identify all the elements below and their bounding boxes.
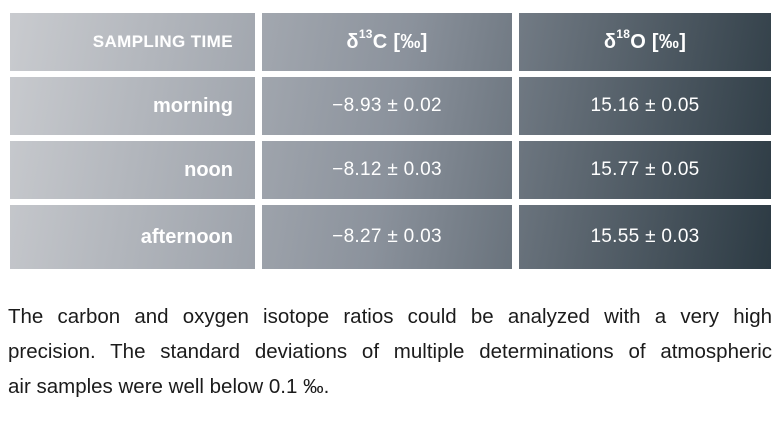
caption-line: The carbon and oxygen isotope ratios cou… bbox=[8, 305, 772, 328]
caption-paragraph: The carbon and oxygen isotope ratios cou… bbox=[8, 299, 772, 404]
d13c-header-label: δ13C [‰] bbox=[346, 27, 428, 53]
d18o-value: 15.55 ± 0.03 bbox=[590, 226, 700, 247]
header-cell-d13c: δ13C [‰] bbox=[261, 13, 519, 77]
table-row-morning-d18o-cell: 15.16 ± 0.05 bbox=[519, 77, 771, 141]
caption-line: precision. The standard deviations of mu… bbox=[8, 340, 772, 363]
table-row-noon-d13c-cell: −8.12 ± 0.03 bbox=[261, 141, 519, 205]
header-cell-d18o: δ18O [‰] bbox=[519, 13, 771, 77]
d18o-value: 15.16 ± 0.05 bbox=[590, 95, 700, 116]
d13c-value: −8.27 ± 0.03 bbox=[332, 226, 442, 247]
row-label: noon bbox=[184, 158, 233, 181]
table-row-afternoon-label-cell: afternoon bbox=[10, 205, 262, 269]
table-row-morning-label-cell: morning bbox=[10, 77, 262, 141]
d18o-header-label: δ18O [‰] bbox=[603, 27, 687, 53]
d18o-value: 15.77 ± 0.05 bbox=[590, 159, 700, 180]
table-row-afternoon-d13c-cell: −8.27 ± 0.03 bbox=[262, 205, 519, 269]
table-row-noon-d18o-cell: 15.77 ± 0.05 bbox=[519, 141, 771, 205]
caption-line: air samples were well below 0.1 ‰. bbox=[8, 375, 330, 398]
header-cell-sampling-time: SAMPLING TIME bbox=[10, 13, 262, 77]
table-row-afternoon-d18o-cell: 15.55 ± 0.03 bbox=[519, 205, 771, 269]
d13c-value: −8.93 ± 0.02 bbox=[332, 95, 442, 116]
d13c-value: −8.12 ± 0.03 bbox=[332, 159, 442, 180]
table-row-noon-label-cell: noon bbox=[10, 141, 262, 205]
row-label: morning bbox=[152, 94, 233, 117]
sampling-time-header-label: SAMPLING TIME bbox=[92, 32, 233, 51]
table-row-morning-d13c-cell: −8.93 ± 0.02 bbox=[261, 77, 519, 141]
row-label: afternoon bbox=[140, 225, 233, 248]
isotope-ratio-table: SAMPLING TIME δ13C [‰] δ18O [‰] morning … bbox=[10, 13, 771, 269]
